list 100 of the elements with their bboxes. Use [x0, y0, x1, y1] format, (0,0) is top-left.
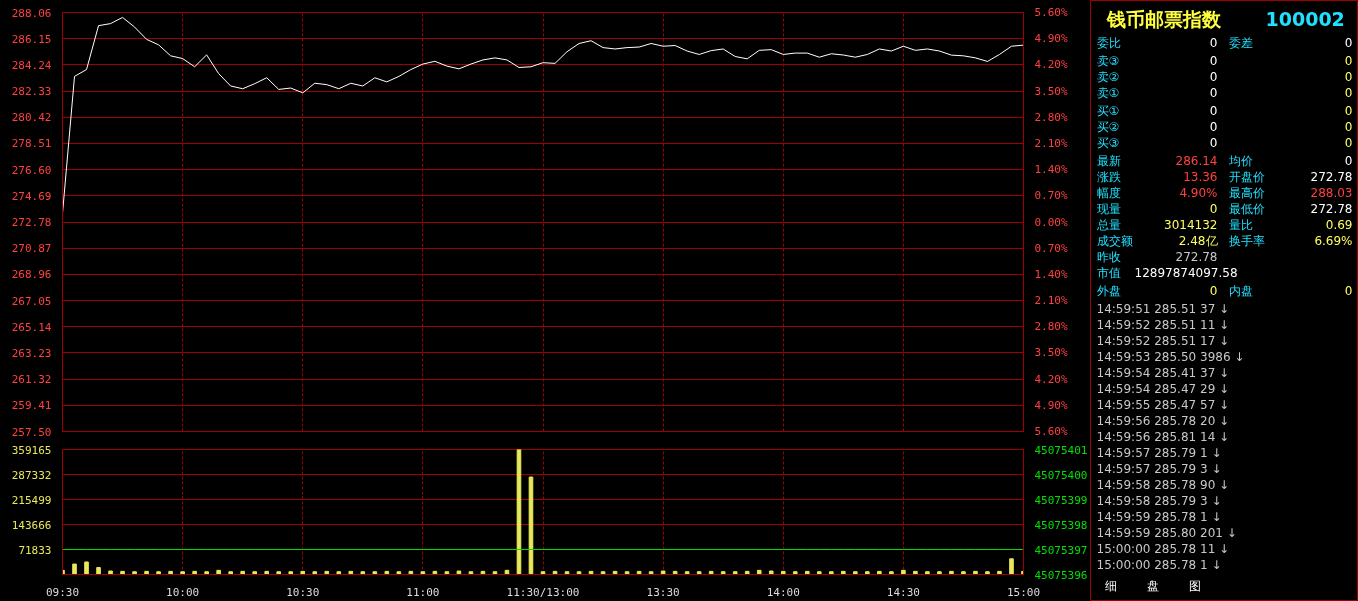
text: 15:00:00 285.78 11 ↓	[1096, 541, 1230, 556]
text: 0	[1344, 154, 1353, 168]
text: 昨收	[1096, 249, 1121, 264]
y-tick-label: 270.87	[11, 242, 52, 256]
text: 现量	[1096, 201, 1121, 216]
y-tick-label: 288.06	[11, 6, 52, 20]
text: 14:59:56 285.81 14 ↓	[1096, 429, 1230, 444]
text: 14:59:58 285.78 90 ↓	[1096, 477, 1230, 492]
x-tick-label: 15:00	[1006, 585, 1041, 599]
text: 买②	[1096, 119, 1120, 134]
y-tick-label: 143666	[11, 518, 52, 532]
text: 14:59:55 285.47 57 ↓	[1096, 397, 1230, 412]
y-tick-label: 284.24	[11, 58, 52, 72]
text: 最新	[1096, 153, 1121, 168]
text: 14:59:56 285.78 20 ↓	[1096, 413, 1230, 428]
y2-tick-label: 2.80%	[1034, 110, 1068, 124]
text: 委差	[1228, 35, 1253, 50]
text: 0	[1344, 120, 1353, 134]
text: 12897874097.58	[1134, 266, 1238, 280]
y-tick-label: 280.42	[11, 111, 52, 125]
text: 内盘	[1228, 283, 1253, 298]
y-tick-label: 268.96	[11, 268, 52, 282]
y2-tick-label: 3.50%	[1034, 84, 1068, 98]
y-tick-label: 274.69	[11, 189, 52, 203]
text: 0	[1344, 136, 1353, 150]
x-tick-label: 10:00	[166, 585, 200, 599]
y2-tick-label: 45075400	[1034, 468, 1088, 482]
text: 均价	[1227, 153, 1253, 168]
text: 15:00:00 285.78 1 ↓	[1096, 557, 1222, 572]
y2-tick-label: 3.50%	[1034, 346, 1068, 360]
text: 总量	[1095, 217, 1121, 232]
y-tick-label: 257.50	[11, 425, 52, 439]
x-tick-label: 11:30/13:00	[506, 585, 580, 599]
text: 0	[1344, 70, 1353, 84]
text: 288.03	[1310, 186, 1353, 200]
text: 委比	[1096, 35, 1121, 50]
text: 0	[1209, 54, 1218, 68]
y2-tick-label: 45075398	[1034, 518, 1088, 532]
text: 卖①	[1096, 85, 1120, 100]
y2-tick-label: 0.00%	[1034, 215, 1068, 229]
y-tick-label: 287332	[11, 468, 52, 482]
y-tick-label: 282.33	[11, 85, 52, 99]
text: 0	[1209, 70, 1218, 84]
text: 最低价	[1228, 201, 1265, 216]
text: 0	[1344, 86, 1353, 100]
text: 14:59:59 285.80 201 ↓	[1096, 525, 1237, 540]
y-tick-label: 263.23	[11, 346, 52, 360]
y-tick-label: 265.14	[11, 320, 52, 334]
x-tick-label: 11:00	[406, 585, 440, 599]
y-tick-label: 276.60	[11, 163, 52, 177]
x-tick-label: 09:30	[45, 585, 80, 599]
text: 外盘	[1096, 283, 1121, 298]
text: 2.48亿	[1178, 233, 1218, 248]
text: 涨跌	[1096, 169, 1121, 184]
y2-tick-label: 1.40%	[1034, 163, 1068, 177]
y2-tick-label: 5.60%	[1034, 6, 1068, 19]
text: 0	[1209, 284, 1218, 298]
text: 14:59:58 285.79 3 ↓	[1096, 493, 1222, 508]
text: 14:59:59 285.78 1 ↓	[1096, 509, 1222, 524]
y-tick-label: 215499	[11, 493, 52, 507]
y2-tick-label: 2.80%	[1034, 320, 1068, 334]
text: 6.69%	[1314, 233, 1353, 248]
text: 0	[1209, 136, 1218, 150]
text: 钱币邮票指数	[1105, 7, 1222, 30]
x-tick-label: 10:30	[286, 585, 320, 599]
y2-tick-label: 1.40%	[1034, 267, 1068, 281]
y2-tick-label: 45075399	[1034, 493, 1088, 507]
y2-tick-label: 4.90%	[1034, 398, 1068, 412]
text: 0	[1209, 202, 1218, 216]
text: 100002	[1265, 7, 1345, 30]
text: 卖③	[1096, 53, 1120, 68]
text: 买③	[1096, 135, 1120, 150]
text: 0.69	[1325, 218, 1353, 232]
text: 272.78	[1175, 250, 1218, 264]
text: 0	[1209, 86, 1218, 100]
text: 卖②	[1096, 69, 1120, 84]
x-tick-label: 14:30	[886, 585, 920, 599]
text: 14:59:57 285.79 1 ↓	[1096, 445, 1222, 460]
text: 14:59:54 285.41 37 ↓	[1096, 365, 1230, 380]
text: 272.78	[1310, 202, 1353, 216]
text: 幅度	[1096, 185, 1121, 200]
text: 14:59:53 285.50 3986 ↓	[1096, 349, 1245, 364]
text: 开盘价	[1228, 169, 1265, 184]
text: 0	[1209, 36, 1218, 50]
x-tick-label: 14:00	[766, 585, 800, 599]
text: 细	[1104, 578, 1117, 593]
y-tick-label: 278.51	[11, 137, 52, 151]
text: 272.78	[1310, 170, 1353, 184]
text: 14:59:52 285.51 11 ↓	[1096, 317, 1230, 332]
text: 买①	[1096, 103, 1120, 118]
text: 市值	[1096, 265, 1121, 280]
y-tick-label: 286.15	[11, 32, 52, 46]
y2-tick-label: 2.10%	[1034, 136, 1068, 150]
y-tick-label: 259.41	[11, 399, 52, 413]
y2-tick-label: 0.70%	[1034, 189, 1068, 203]
y2-tick-label: 4.90%	[1034, 32, 1068, 46]
y2-tick-label: 0.70%	[1034, 241, 1068, 255]
text: 盘	[1146, 578, 1159, 593]
text: 换手率	[1228, 233, 1265, 248]
y2-tick-label: 4.20%	[1034, 58, 1068, 72]
